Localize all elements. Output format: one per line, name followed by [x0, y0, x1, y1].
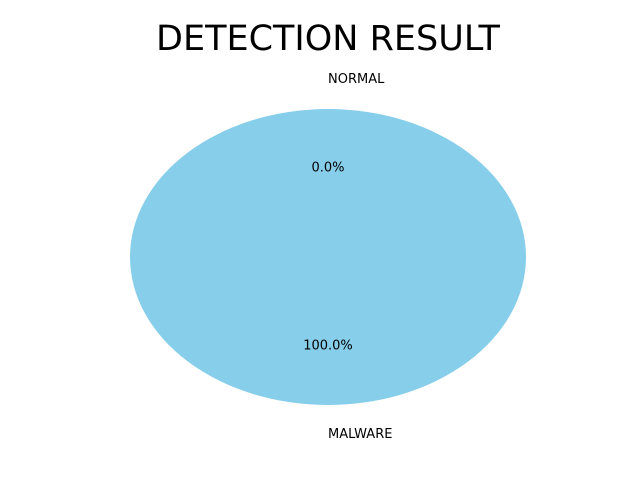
pie-slice-malware: [130, 109, 526, 405]
slice-label-normal: NORMAL: [328, 72, 385, 87]
pie-slices: [130, 109, 526, 405]
pct-label-malware: 100.0%: [303, 338, 353, 353]
pie-labels: NORMAL 0.0% MALWARE 100.0%: [303, 72, 392, 442]
slice-label-malware: MALWARE: [328, 427, 392, 442]
chart-title: DETECTION RESULT: [156, 19, 501, 59]
pct-label-normal: 0.0%: [311, 161, 344, 176]
